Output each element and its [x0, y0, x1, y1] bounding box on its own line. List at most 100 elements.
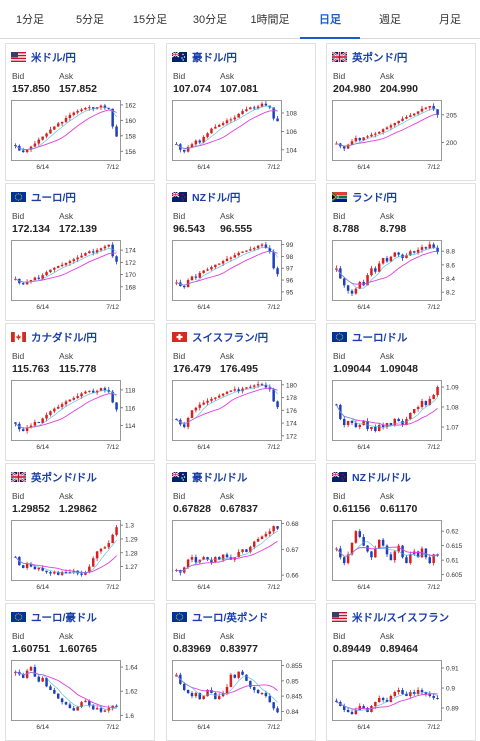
rate-card[interactable]: 米ドル/スイスフラン Bid Ask 0.89449 0.89464 0.91 0.9 0.8…: [326, 603, 476, 741]
pair-name[interactable]: 英ポンド/ドル: [31, 471, 97, 484]
candle-body: [241, 549, 244, 552]
candle-body: [225, 258, 229, 262]
ask-label: Ask: [380, 491, 395, 501]
pair-name[interactable]: ユーロ/豪ドル: [31, 611, 97, 624]
candle-body: [420, 108, 424, 112]
pair-name[interactable]: スイスフラン/円: [192, 331, 269, 344]
rate-card[interactable]: ユーロ/英ポンド Bid Ask 0.83969 0.83977 0.855 0.85 0.8…: [166, 603, 316, 741]
candle-body: [358, 706, 362, 710]
candle-body: [194, 140, 198, 145]
rate-card[interactable]: ユーロ/円 Bid Ask 172.134 172.139 174 172 170 168 6/1…: [5, 183, 155, 321]
ask-label: Ask: [380, 631, 395, 641]
rate-card[interactable]: ユーロ/豪ドル Bid Ask 1.60751 1.60765 1.64 1.62 1.6 6/…: [5, 603, 155, 741]
y-tick-label: 162: [125, 102, 136, 109]
candle-body: [416, 407, 420, 409]
rate-card[interactable]: 英ポンド/円 Bid Ask 204.980 204.990 205 200 6/14 7/12: [326, 43, 476, 181]
y-tick-label: 0.605: [446, 572, 463, 579]
candle-body: [370, 427, 373, 429]
bid-label: Bid: [173, 631, 186, 641]
pair-name[interactable]: NZドル/ドル: [352, 471, 411, 484]
candle-body: [249, 680, 252, 687]
pair-name[interactable]: 豪ドル/円: [192, 51, 237, 64]
candle-body: [53, 572, 56, 574]
rate-card[interactable]: カナダドル/円 Bid Ask 115.763 115.778 118 116 114 6/14…: [5, 323, 155, 461]
candle-body: [256, 245, 260, 249]
candle-body: [37, 676, 41, 682]
candle-body: [272, 251, 275, 269]
candle-body: [374, 702, 377, 706]
candle-body: [385, 700, 389, 702]
bid-value: 172.134: [12, 223, 50, 235]
pair-name[interactable]: ランド/円: [352, 191, 397, 204]
tab-6[interactable]: 週足: [379, 14, 401, 26]
y-tick-label: 0.855: [286, 663, 303, 670]
pair-name[interactable]: カナダドル/円: [31, 331, 97, 344]
candle-body: [95, 708, 99, 710]
pair-name[interactable]: NZドル/円: [192, 191, 241, 204]
pair-name[interactable]: 米ドル/スイスフラン: [352, 611, 450, 624]
tab-1[interactable]: 5分足: [75, 14, 105, 26]
candle-body: [381, 258, 385, 264]
candle-body: [33, 277, 37, 281]
candle-body: [29, 425, 33, 428]
x-tick-label: 7/12: [427, 444, 440, 451]
rate-card[interactable]: 豪ドル/円 Bid Ask 107.074 107.081 108 106 104 6/14 7/…: [166, 43, 316, 181]
rate-card[interactable]: 豪ドル/ドル Bid Ask 0.67828 0.67837 0.68 0.67 0.66 6/…: [166, 463, 316, 601]
y-tick-label: 172: [286, 433, 297, 440]
rate-card[interactable]: スイスフラン/円 Bid Ask 176.479 176.495 180 178 176 174…: [166, 323, 316, 461]
candle-body: [245, 674, 248, 681]
candle-body: [91, 558, 95, 567]
candle-body: [45, 570, 48, 573]
rate-card[interactable]: ランド/円 Bid Ask 8.788 8.798 8.8 8.6 8.4 8.2 6/14 7/1…: [326, 183, 476, 321]
moving-average-line: [336, 693, 438, 710]
x-tick-label: 6/14: [197, 164, 210, 171]
y-tick-label: 8.8: [446, 249, 455, 256]
candle-body: [424, 692, 428, 694]
y-tick-label: 180: [286, 382, 297, 389]
candle-body: [210, 398, 213, 401]
rate-card[interactable]: NZドル/ドル Bid Ask 0.61156 0.61170 0.62 0.615 0.61…: [326, 463, 476, 601]
tab-4[interactable]: 1時間足: [250, 14, 290, 26]
rate-card[interactable]: ユーロ/ドル Bid Ask 1.09044 1.09048 1.09 1.08 1.07 6/…: [326, 323, 476, 461]
pair-name[interactable]: 豪ドル/ドル: [192, 471, 248, 484]
candle-body: [397, 120, 400, 124]
tab-3[interactable]: 30分足: [192, 14, 228, 26]
price-chart: 205 200 6/14 7/12: [332, 100, 457, 171]
y-tick-label: 95: [286, 289, 294, 296]
pair-name[interactable]: 英ポンド/円: [352, 51, 408, 64]
ask-value: 8.798: [380, 223, 407, 235]
candle-body: [409, 115, 412, 118]
candle-body: [428, 399, 432, 405]
y-tick-label: 0.85: [286, 678, 299, 685]
candle-body: [45, 677, 48, 687]
ask-value: 1.09048: [380, 363, 418, 375]
tab-2[interactable]: 15分足: [132, 14, 168, 26]
x-tick-label: 7/12: [106, 584, 119, 591]
gb-flag-icon: [11, 472, 26, 482]
tab-0[interactable]: 1分足: [15, 14, 45, 26]
candle-body: [111, 391, 114, 403]
tab-7[interactable]: 月足: [439, 14, 461, 26]
pair-name[interactable]: ユーロ/英ポンド: [192, 611, 269, 624]
pair-name[interactable]: ユーロ/円: [31, 191, 76, 204]
candle-body: [409, 554, 412, 564]
candle-body: [56, 123, 60, 127]
candle-body: [272, 107, 275, 119]
rate-card[interactable]: 英ポンド/ドル Bid Ask 1.29852 1.29862 1.3 1.29 1.28 1.…: [5, 463, 155, 601]
rate-card[interactable]: 米ドル/円 Bid Ask 157.850 157.852 162 160 158 156 6/1…: [5, 43, 155, 181]
candle-body: [21, 429, 25, 431]
moving-average-line: [176, 530, 278, 572]
pair-name[interactable]: ユーロ/ドル: [352, 331, 408, 344]
candle-body: [49, 411, 52, 415]
candle-body: [264, 103, 268, 106]
tab-5[interactable]: 日足: [300, 0, 360, 39]
pair-name[interactable]: 米ドル/円: [31, 51, 76, 64]
candle-body: [175, 418, 178, 420]
x-tick-label: 7/12: [427, 304, 440, 311]
rate-card[interactable]: NZドル/円 Bid Ask 96.543 96.555 99 98 97 96 95 6/14 7/…: [166, 183, 316, 321]
card-header: 英ポンド/円: [332, 50, 407, 64]
candle-body: [115, 402, 118, 410]
candle-body: [377, 425, 381, 431]
ask-label: Ask: [380, 351, 395, 361]
candle-body: [91, 390, 95, 393]
